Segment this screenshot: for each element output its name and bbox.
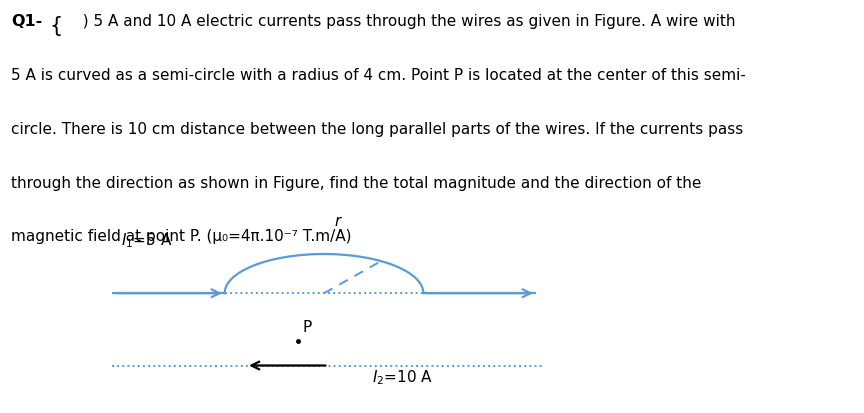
Text: ) 5 A and 10 A electric currents pass through the wires as given in Figure. A wi: ) 5 A and 10 A electric currents pass th…	[73, 14, 736, 29]
Text: circle. There is 10 cm distance between the long parallel parts of the wires. If: circle. There is 10 cm distance between …	[11, 122, 744, 137]
Text: r: r	[334, 214, 340, 229]
Text: {: {	[49, 16, 62, 36]
Text: $I_1$=5 A: $I_1$=5 A	[121, 231, 172, 250]
Text: $I_2$=10 A: $I_2$=10 A	[372, 368, 433, 387]
Text: through the direction as shown in Figure, find the total magnitude and the direc: through the direction as shown in Figure…	[11, 176, 702, 190]
Text: Q1-: Q1-	[11, 14, 42, 29]
Text: P: P	[302, 320, 311, 335]
Text: magnetic field at point P. (μ₀=4π.10⁻⁷ T.m/A): magnetic field at point P. (μ₀=4π.10⁻⁷ T…	[11, 229, 352, 244]
Text: 5 A is curved as a semi-circle with a radius of 4 cm. Point P is located at the : 5 A is curved as a semi-circle with a ra…	[11, 68, 746, 83]
